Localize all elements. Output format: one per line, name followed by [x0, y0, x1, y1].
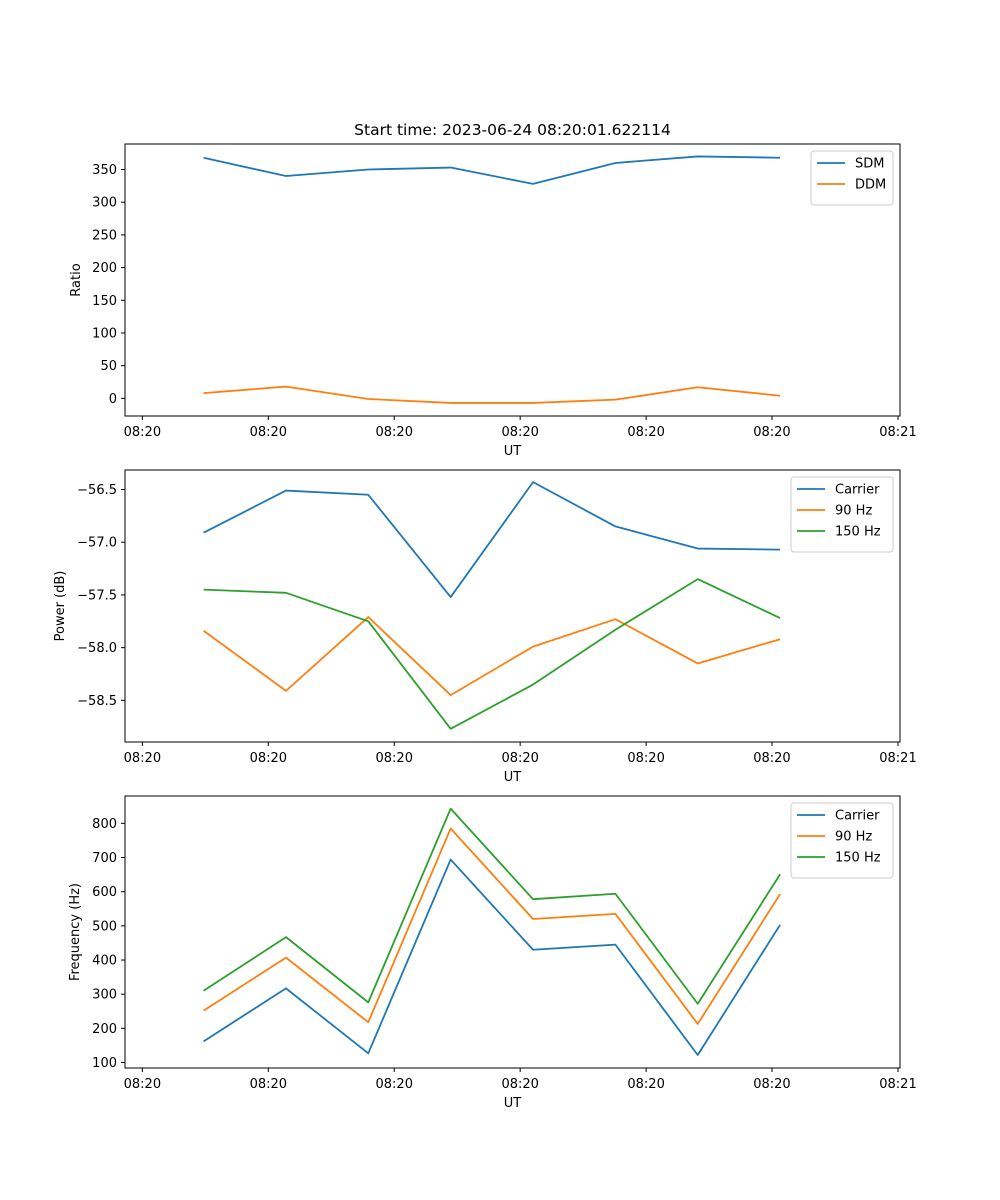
legend-box — [790, 802, 894, 879]
legend-box — [790, 476, 894, 553]
x-tick-label: 08:20 — [753, 751, 790, 766]
series-line-sdm — [203, 155, 781, 185]
y-axis-label: Frequency (Hz) — [68, 883, 83, 981]
subplot-1: 08:20 08:20 08:20 08:20 08:20 08:20 08:21 0 50 10… — [69, 121, 917, 459]
y-axis-label: Ratio — [69, 263, 84, 296]
x-tick-label: 08:20 — [376, 425, 413, 440]
series-line-150-hz — [203, 578, 781, 730]
x-tick-label: 08:20 — [250, 425, 287, 440]
x-tick-label: 08:20 — [501, 1077, 538, 1092]
series-line-150-hz — [203, 807, 781, 1005]
x-axis-label: UT — [504, 770, 522, 785]
y-tick-label: 700 — [92, 851, 117, 866]
y-tick-label: 0 — [109, 392, 117, 407]
y-tick-label: 200 — [92, 1022, 117, 1037]
y-tick-label: 200 — [92, 261, 117, 276]
series-line-90-hz — [203, 827, 781, 1025]
x-tick-label: 08:20 — [501, 425, 538, 440]
y-tick-label: 600 — [92, 885, 117, 900]
y-tick-label: 100 — [92, 1056, 117, 1071]
x-axis-label: UT — [504, 444, 522, 459]
y-axis-label: Power (dB) — [53, 571, 68, 642]
plot-frame — [124, 143, 901, 417]
x-tick-label: 08:20 — [753, 1077, 790, 1092]
x-tick-label: 08:20 — [124, 425, 161, 440]
series-line-carrier — [203, 481, 781, 598]
legend-label: 90 Hz — [835, 504, 872, 519]
x-tick-label: 08:20 — [250, 1077, 287, 1092]
x-tick-label: 08:20 — [753, 425, 790, 440]
y-tick-label: −58.0 — [77, 641, 117, 656]
legend: Carrier 90 Hz 150 Hz — [790, 802, 894, 879]
y-tick-label: −57.0 — [77, 536, 117, 551]
subplot-2: 08:20 08:20 08:20 08:20 08:20 08:20 08:21 −58.5… — [53, 469, 917, 785]
x-tick-label: 08:20 — [627, 425, 664, 440]
y-tick-label: −57.5 — [77, 588, 117, 603]
legend: SDM DDM — [810, 150, 894, 206]
y-tick-label: 350 — [92, 163, 117, 178]
legend-label: Carrier — [835, 483, 880, 498]
legend: Carrier 90 Hz 150 Hz — [790, 476, 894, 553]
plot-frame — [124, 795, 901, 1069]
y-tick-label: −58.5 — [77, 694, 117, 709]
plot-frame — [124, 469, 901, 743]
x-tick-label: 08:20 — [250, 751, 287, 766]
y-tick-label: 300 — [92, 988, 117, 1003]
y-tick-label: 400 — [92, 954, 117, 969]
x-axis-label: UT — [504, 1096, 522, 1111]
x-tick-label: 08:20 — [627, 1077, 664, 1092]
legend-label: 150 Hz — [835, 851, 881, 866]
chart-title: Start time: 2023-06-24 08:20:01.622114 — [354, 121, 671, 139]
legend-box — [810, 150, 894, 206]
x-tick-label: 08:20 — [124, 1077, 161, 1092]
y-tick-label: 500 — [92, 919, 117, 934]
x-tick-label: 08:21 — [879, 425, 916, 440]
subplot-3: 08:20 08:20 08:20 08:20 08:20 08:20 08:21 100 20… — [68, 795, 917, 1111]
y-tick-label: −56.5 — [77, 483, 117, 498]
y-tick-label: 50 — [100, 359, 117, 374]
y-tick-label: 150 — [92, 294, 117, 309]
y-tick-label: 250 — [92, 228, 117, 243]
x-tick-label: 08:20 — [376, 751, 413, 766]
legend-label: SDM — [855, 157, 884, 172]
series-line-90-hz — [203, 616, 781, 696]
x-tick-label: 08:20 — [627, 751, 664, 766]
legend-label: 150 Hz — [835, 525, 881, 540]
x-tick-label: 08:20 — [124, 751, 161, 766]
x-tick-label: 08:21 — [879, 1077, 916, 1092]
y-tick-label: 300 — [92, 196, 117, 211]
legend-label: DDM — [855, 178, 886, 193]
x-tick-label: 08:20 — [376, 1077, 413, 1092]
series-line-carrier — [203, 858, 781, 1056]
x-tick-label: 08:21 — [879, 751, 916, 766]
x-tick-label: 08:20 — [501, 751, 538, 766]
y-tick-label: 100 — [92, 326, 117, 341]
y-tick-label: 800 — [92, 817, 117, 832]
series-line-ddm — [203, 385, 781, 404]
legend-label: Carrier — [835, 809, 880, 824]
legend-label: 90 Hz — [835, 830, 872, 845]
